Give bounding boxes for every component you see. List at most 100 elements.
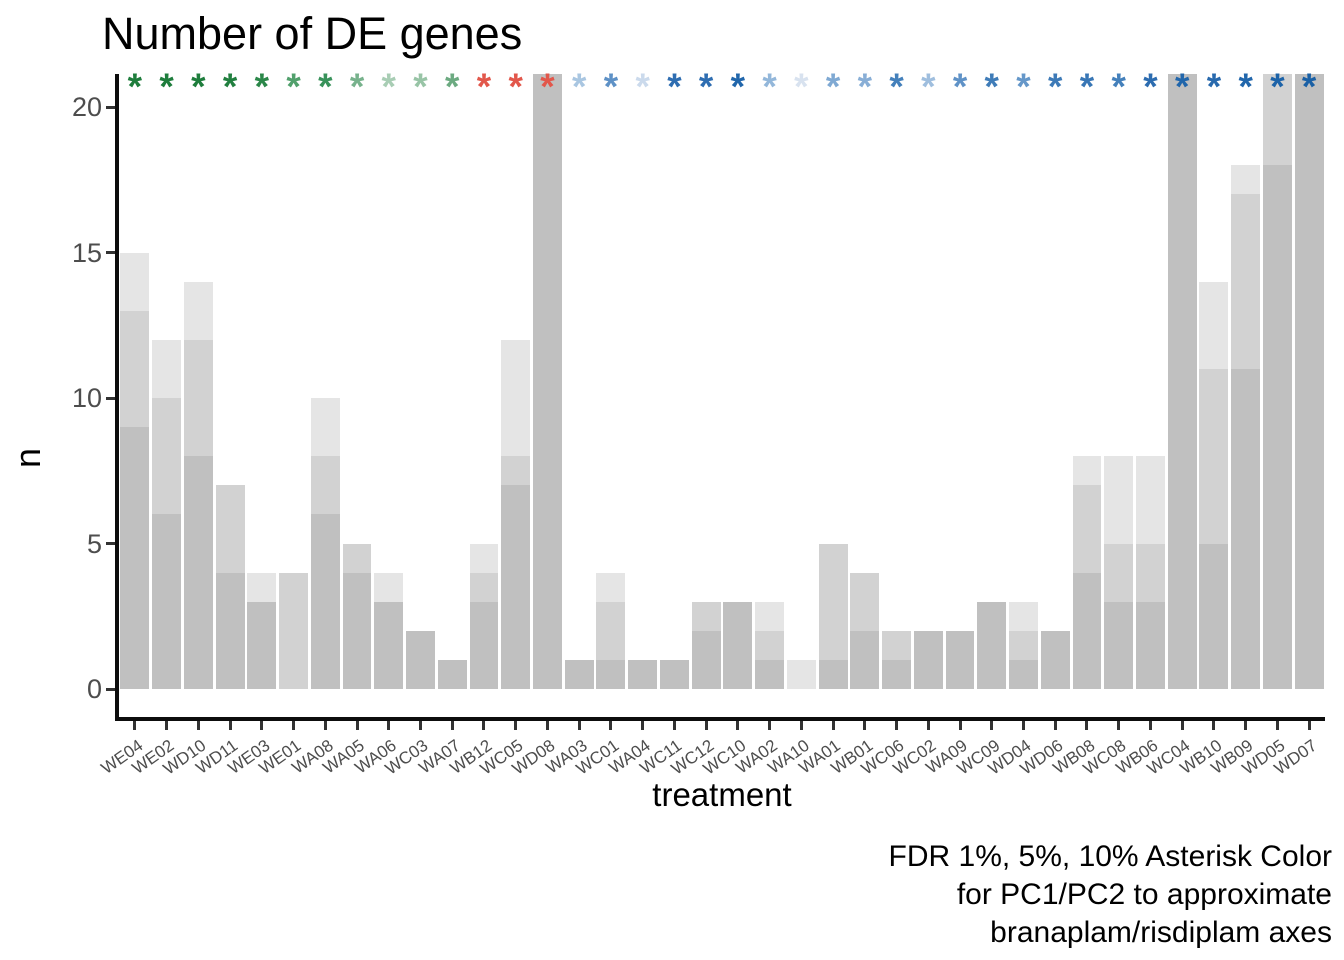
x-tick-mark-WC09 (990, 721, 994, 730)
significance-asterisk-WE04: * (127, 66, 143, 107)
significance-asterisk-WC01: * (603, 66, 619, 107)
x-tick-mark-WE01 (292, 721, 296, 730)
chart-title: Number of DE genes (102, 8, 523, 59)
bar-WA06-fdr1 (374, 601, 404, 689)
bar-WE04-fdr1 (120, 427, 150, 689)
x-tick-mark-WA10 (799, 721, 803, 730)
x-tick-mark-WB01 (863, 721, 867, 730)
bar-WA03-fdr1 (564, 659, 594, 689)
x-tick-mark-WC03 (419, 721, 422, 730)
x-tick-mark-WC12 (704, 721, 708, 730)
x-tick-mark-WE04 (133, 721, 137, 730)
bar-WA08-fdr1 (310, 514, 340, 689)
x-tick-mark-WB09 (1244, 721, 1248, 730)
significance-asterisk-WC03: * (413, 66, 428, 107)
x-axis-line (115, 717, 1325, 721)
x-tick-mark-WB08 (1085, 721, 1089, 730)
x-tick-mark-WC01 (609, 721, 613, 730)
bar-WC03-fdr1 (406, 630, 435, 689)
significance-asterisk-WA04: * (635, 66, 650, 107)
bar-WC06-fdr1 (882, 659, 911, 689)
significance-asterisk-WA02: * (762, 66, 777, 107)
significance-asterisk-WD08: * (540, 66, 555, 107)
significance-asterisk-WA07: * (445, 66, 460, 107)
caption: FDR 1%, 5%, 10% Asterisk Color for PC1/P… (889, 838, 1332, 952)
y-tick-mark-10 (106, 396, 115, 400)
bar-WD06-fdr1 (1040, 630, 1070, 689)
significance-asterisk-WA10: * (794, 66, 809, 107)
x-tick-mark-WC05 (514, 721, 518, 730)
bar-WB01-fdr1 (850, 630, 880, 689)
x-tick-mark-WA07 (450, 721, 454, 730)
bar-WC04-fdr1 (1167, 74, 1197, 689)
caption-line-2: for PC1/PC2 to approximate (956, 878, 1332, 911)
bar-WD11-fdr1 (215, 572, 245, 689)
x-tick-mark-WD08 (545, 721, 549, 730)
x-tick-mark-WB06 (1148, 721, 1152, 730)
bar-WB10-fdr1 (1199, 543, 1229, 689)
significance-asterisk-WB10: * (1206, 66, 1222, 107)
bar-WE01-fdr5 (279, 572, 308, 689)
significance-asterisk-WA03: * (571, 66, 587, 107)
bar-WC02-fdr1 (913, 630, 943, 689)
bar-WD07-fdr1 (1294, 74, 1324, 689)
significance-asterisk-WA09: * (952, 66, 968, 107)
x-tick-mark-WC06 (895, 721, 899, 730)
bar-WA10-fdr10 (786, 659, 816, 689)
x-tick-mark-WE02 (165, 721, 169, 730)
significance-asterisk-WC09: * (984, 66, 999, 107)
x-tick-mark-WA05 (355, 721, 359, 730)
plot-panel (119, 74, 1325, 717)
x-tick-mark-WC02 (926, 721, 930, 730)
x-tick-mark-WD10 (196, 721, 200, 730)
significance-asterisk-WE02: * (159, 66, 174, 107)
y-axis-title: n (7, 447, 48, 469)
significance-asterisk-WC04: * (1174, 66, 1190, 107)
x-tick-mark-WC08 (1117, 721, 1121, 730)
significance-asterisk-WD04: * (1016, 66, 1031, 107)
significance-asterisk-WC12: * (698, 66, 714, 107)
significance-asterisk-WE03: * (254, 66, 270, 107)
bar-WC05-fdr1 (501, 485, 531, 689)
significance-asterisk-WE01: * (286, 66, 301, 107)
significance-asterisk-WC08: * (1111, 66, 1126, 107)
bar-WC01-fdr1 (596, 659, 626, 689)
x-tick-mark-WA06 (387, 721, 391, 730)
bar-WD05-fdr1 (1262, 165, 1292, 689)
significance-asterisk-WD05: * (1270, 66, 1285, 107)
significance-asterisk-WA08: * (318, 66, 333, 107)
x-tick-mark-WC10 (736, 721, 740, 730)
x-tick-mark-WB10 (1212, 721, 1216, 730)
y-tick-label-10: 10 (71, 383, 102, 413)
x-tick-mark-WA04 (641, 721, 645, 730)
bar-WD08-fdr1 (532, 74, 562, 689)
bar-WA05-fdr1 (342, 572, 372, 689)
x-tick-mark-WA09 (958, 721, 962, 730)
bar-WB12-fdr1 (469, 601, 499, 689)
y-tick-label-15: 15 (71, 237, 102, 268)
x-tick-mark-WA03 (577, 721, 581, 730)
significance-asterisk-WC05: * (508, 66, 523, 107)
x-tick-mark-WB12 (482, 721, 486, 730)
significance-asterisk-WB12: * (476, 66, 492, 107)
bar-WA09-fdr1 (945, 630, 975, 689)
significance-asterisk-WC02: * (921, 66, 936, 107)
significance-asterisk-WC11: * (667, 66, 682, 107)
x-tick-mark-WD07 (1307, 721, 1311, 730)
caption-line-1: FDR 1%, 5%, 10% Asterisk Color (888, 840, 1332, 873)
y-tick-label-5: 5 (86, 528, 102, 559)
bar-WC10-fdr1 (723, 601, 753, 689)
x-tick-mark-WC04 (1180, 721, 1184, 730)
significance-asterisk-WD06: * (1048, 66, 1063, 107)
significance-asterisk-WB08: * (1079, 66, 1095, 107)
bar-WA07-fdr1 (437, 659, 467, 689)
x-tick-mark-WE03 (260, 721, 264, 730)
bar-WE02-fdr1 (152, 514, 182, 689)
x-axis-title: treatment (652, 776, 792, 813)
bar-WB06-fdr1 (1135, 601, 1165, 689)
y-tick-mark-0 (106, 687, 115, 691)
bar-WD10-fdr1 (183, 456, 213, 689)
bar-WE03-fdr1 (247, 601, 277, 689)
bar-WA02-fdr1 (755, 659, 785, 689)
